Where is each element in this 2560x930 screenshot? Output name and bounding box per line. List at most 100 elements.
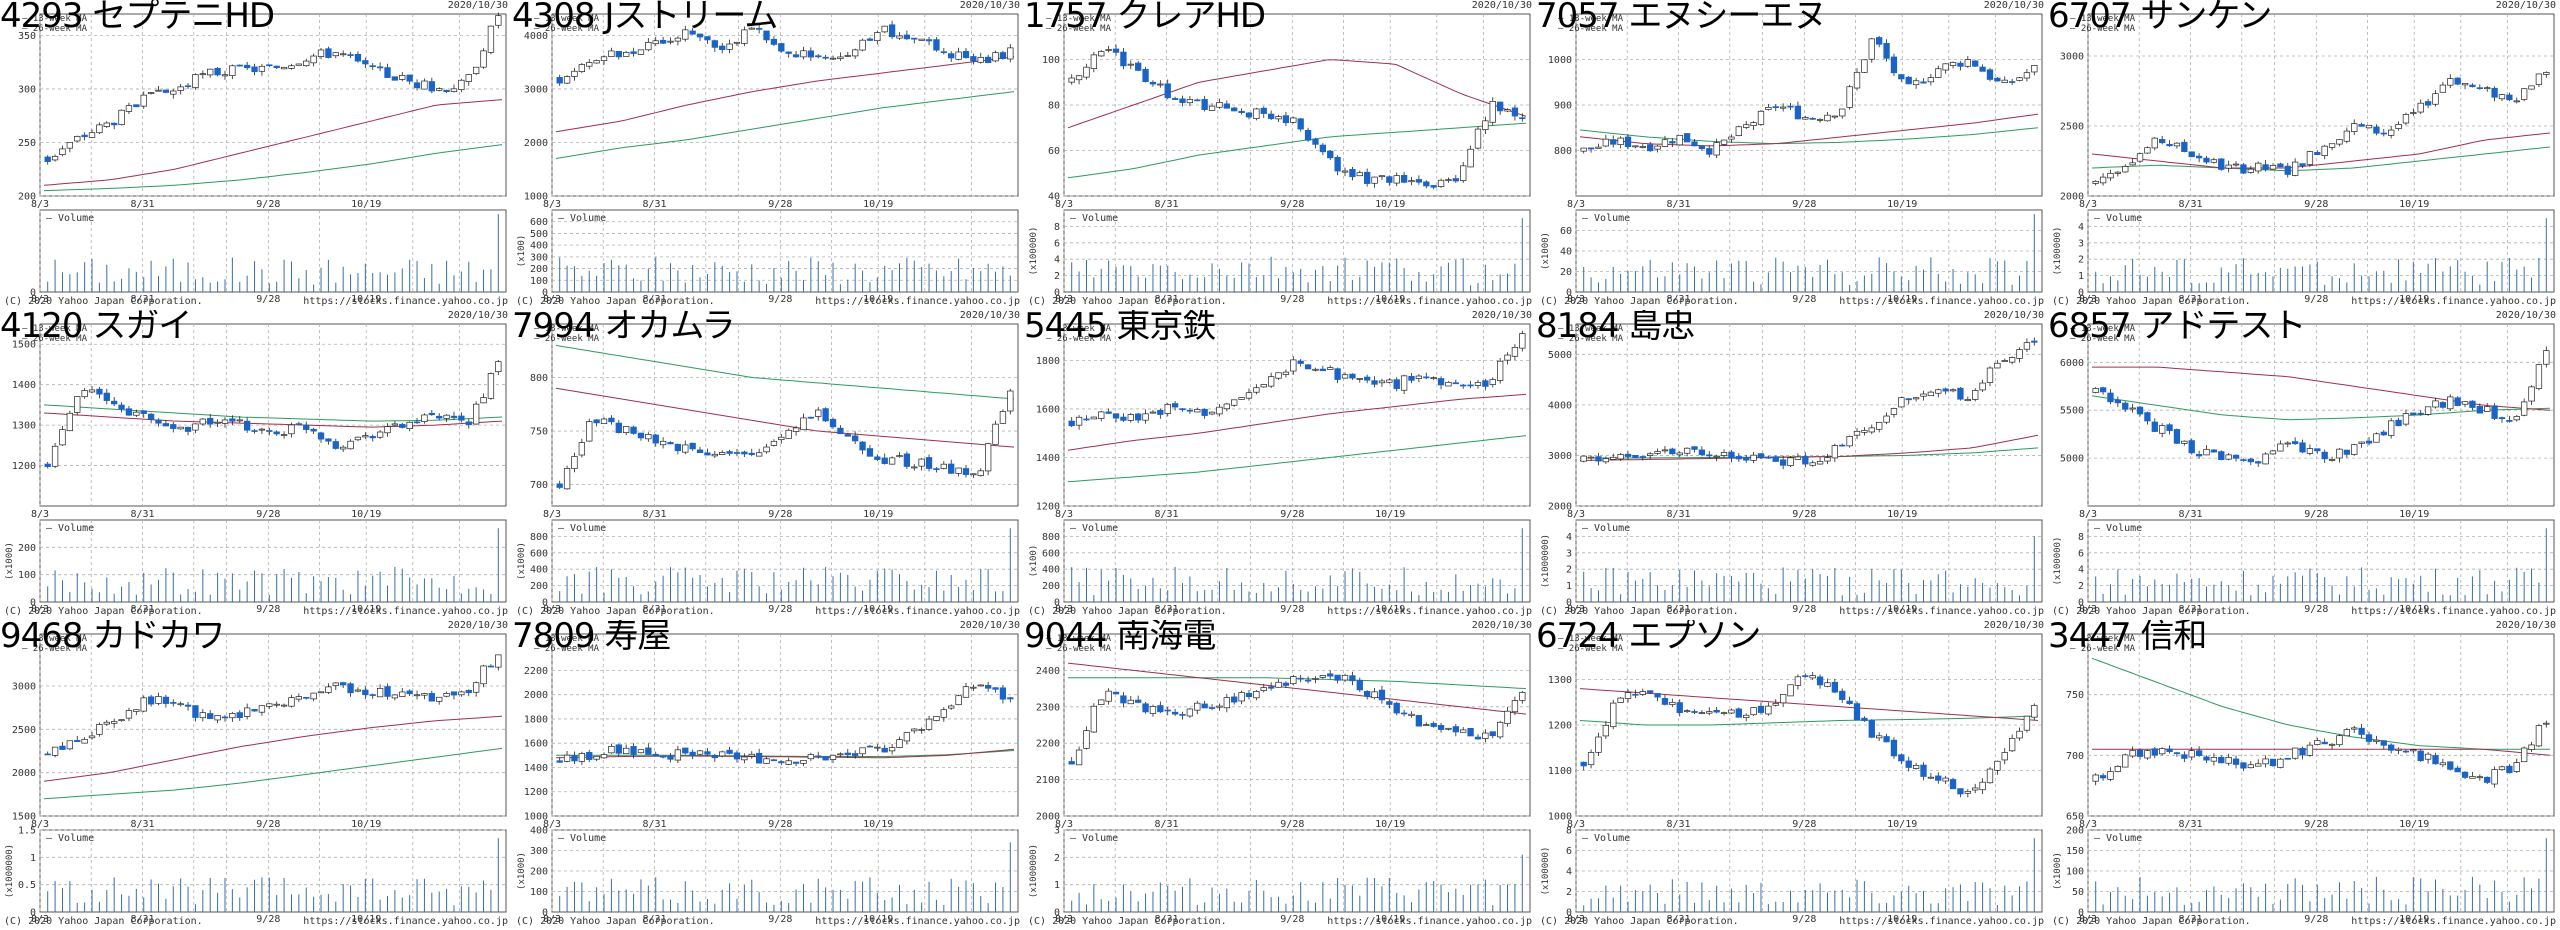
candle-up xyxy=(332,52,339,57)
stock-chart-panel[interactable]: 2000 3000 4000 5000 8/3 8/3 8/31 8/31 9/28 9/28 10… xyxy=(1536,310,2048,620)
candle-up xyxy=(586,62,593,67)
candle-up xyxy=(2262,453,2269,465)
candle-down xyxy=(1691,446,1698,450)
stock-chart-panel[interactable]: 5000 5500 6000 8/3 8/3 8/31 8/31 9/28 9/28 10/19 1… xyxy=(2048,310,2560,620)
stock-title: 6707 サンケン xyxy=(2048,0,2272,36)
stock-chart-panel[interactable]: 1500 2000 2500 3000 8/3 8/3 8/31 8/31 9/28 9/28 10… xyxy=(0,620,512,930)
candle-down xyxy=(1949,779,1957,790)
candle-up xyxy=(2210,159,2218,163)
price-tick-label: 1300 xyxy=(1548,675,1572,686)
candle-up xyxy=(1728,709,1735,714)
candle-up xyxy=(1341,374,1349,379)
candle-up xyxy=(896,35,903,39)
stock-chart-panel[interactable]: 200 250 300 350 8/3 8/3 8/31 8/31 9/28 9/28 10/19 1… xyxy=(0,0,512,310)
ma13-line xyxy=(43,412,503,428)
candle-down xyxy=(881,747,888,753)
ma13-line xyxy=(555,387,1015,448)
volume-x-tick-label: 8/3 xyxy=(543,604,561,615)
volume-unit-label: (x1000) xyxy=(5,542,15,580)
candle-down xyxy=(2159,139,2166,144)
candle-down xyxy=(1164,83,1171,99)
candle-up xyxy=(96,724,103,735)
candle-up xyxy=(741,756,748,761)
candle-up xyxy=(472,682,480,693)
candle-up xyxy=(133,411,140,416)
candle-down xyxy=(1437,725,1445,730)
price-tick-label: 1200 xyxy=(12,461,36,472)
candle-down xyxy=(2195,454,2203,457)
stock-chart-panel[interactable]: 1200 1300 1400 1500 8/3 8/3 8/31 8/31 9/28 9/28 10… xyxy=(0,310,512,620)
candle-down xyxy=(1408,375,1415,381)
candle-up xyxy=(2099,176,2107,184)
stock-chart-panel[interactable]: 800 900 1000 8/3 8/3 8/31 8/31 9/28 9/28 10/19 10/… xyxy=(1536,0,2048,310)
price-x-tick-label: 9/28 xyxy=(1280,199,1304,210)
candle-down xyxy=(162,696,170,704)
candle-down xyxy=(1334,674,1341,681)
volume-legend: — Volume xyxy=(1582,213,1630,224)
volume-x-tick-label: 8/31 xyxy=(642,294,666,305)
volume-tick-label: 100 xyxy=(2066,867,2084,878)
candle-up xyxy=(918,729,925,731)
stock-chart-panel[interactable]: 2000 2500 3000 8/3 8/3 8/31 8/31 9/28 9/28 10/19 1… xyxy=(2048,0,2560,310)
ma26-legend: — 26-week MA xyxy=(22,644,88,654)
stock-chart-panel[interactable]: 1000 1100 1200 1300 8/3 8/3 8/31 8/31 9/28 9/28 10… xyxy=(1536,620,2048,930)
price-tick-label: 1000 xyxy=(1548,812,1572,823)
price-tick-label: 2400 xyxy=(1036,666,1060,677)
candle-down xyxy=(1669,141,1676,144)
candle-down xyxy=(689,30,696,35)
stock-chart-panel[interactable]: 1200 1400 1600 1800 8/3 8/3 8/31 8/31 9/28 9/28 10… xyxy=(1024,310,1536,620)
stock-chart-panel[interactable]: 2000 2100 2200 2300 2400 8/3 8/3 8/31 8/31 9/28 9/… xyxy=(1024,620,1536,930)
candle-down xyxy=(1068,420,1075,427)
price-tick-label: 1600 xyxy=(524,739,548,750)
stock-chart-panel[interactable]: 40 60 80 100 8/3 8/3 8/31 8/31 9/28 9/28 10/19 10/1… xyxy=(1024,0,1536,310)
candle-up xyxy=(450,88,458,92)
price-tick-label: 1200 xyxy=(524,787,548,798)
candle-up xyxy=(1216,406,1223,415)
candle-down xyxy=(1364,376,1371,381)
stock-chart-panel[interactable]: 650 700 750 8/3 8/3 8/31 8/31 9/28 9/28 10/19 10/1… xyxy=(2048,620,2560,930)
candle-up xyxy=(667,40,674,43)
candle-up xyxy=(940,463,947,469)
candle-up xyxy=(2484,406,2491,412)
volume-tick-label: 4 xyxy=(1566,532,1572,543)
stock-chart-panel[interactable]: 700 750 800 8/3 8/3 8/31 8/31 9/28 9/28 10/19 10/1… xyxy=(512,310,1024,620)
candle-up xyxy=(674,37,682,42)
candle-down xyxy=(1654,693,1661,698)
candle-up xyxy=(1602,724,1610,737)
candle-down xyxy=(593,419,600,424)
candle-up xyxy=(1853,71,1861,89)
candle-down xyxy=(1757,705,1765,713)
volume-unit-label: (x100) xyxy=(517,235,527,268)
candle-down xyxy=(1267,113,1275,119)
stock-chart-panel[interactable]: 1000 1200 1400 1600 1800 2000 2200 8/3 8/3 8/31 8/… xyxy=(512,620,1024,930)
volume-x-tick-label: 10/19 xyxy=(1887,294,1917,305)
candle-up xyxy=(896,739,903,748)
candle-up xyxy=(1467,148,1474,168)
candle-up xyxy=(1713,142,1720,156)
candle-up xyxy=(1216,102,1223,108)
candle-down xyxy=(2218,158,2225,170)
candle-up xyxy=(1474,128,1482,149)
candle-up xyxy=(785,760,792,765)
volume-tick-label: 1 xyxy=(30,853,36,864)
candle-up xyxy=(2247,764,2254,769)
stock-chart-panel[interactable]: 1000 2000 3000 4000 8/3 8/3 8/31 8/31 9/28 9/28 10… xyxy=(512,0,1024,310)
ma13-legend: — 13-week MA xyxy=(534,324,600,334)
source-url: https://stocks.finance.yahoo.co.jp xyxy=(1839,606,2044,617)
candle-up xyxy=(2232,163,2240,166)
candle-up xyxy=(1617,697,1624,703)
ma26-legend: — 26-week MA xyxy=(1558,334,1624,344)
volume-x-tick-label: 10/19 xyxy=(2399,914,2429,925)
candle-down xyxy=(1112,48,1120,53)
candle-up xyxy=(1647,453,1654,456)
volume-x-tick-label: 10/19 xyxy=(1375,914,1405,925)
candle-down xyxy=(1135,62,1142,71)
candle-down xyxy=(2491,87,2498,98)
candle-down xyxy=(2247,458,2254,463)
candle-up xyxy=(800,759,807,764)
candle-down xyxy=(2491,405,2498,419)
candle-down xyxy=(1319,144,1327,153)
candle-down xyxy=(903,453,911,467)
price-x-tick-label: 10/19 xyxy=(863,509,893,520)
